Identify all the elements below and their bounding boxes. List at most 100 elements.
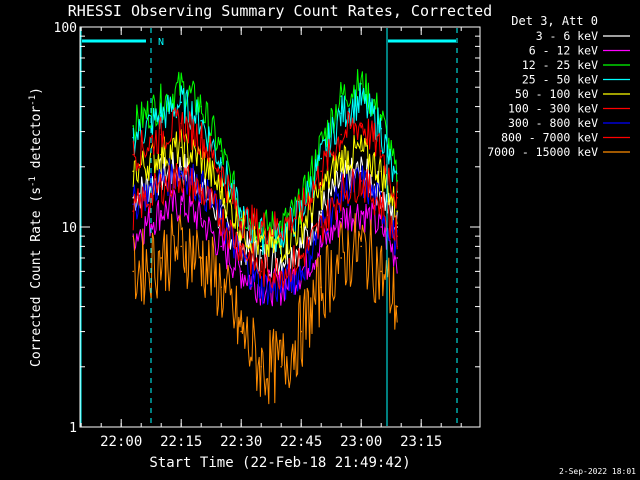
series-point [260,245,263,248]
series-point [300,257,303,259]
x-tick-label: 22:30 [220,434,262,450]
series-point [280,226,283,228]
y-tick-label: 10 [61,221,77,236]
x-axis-ticks: 22:00 22:15 22:30 22:45 23:00 23:15 [80,27,462,450]
series-point [320,190,323,193]
series-point [320,226,323,228]
series-point [396,257,399,259]
night-flag-layer: N [80,28,458,426]
series-point [260,365,263,368]
series-line [132,163,398,290]
series-point [200,105,202,108]
series-point [160,133,162,136]
series-point [200,157,202,160]
y-axis-label: Corrected Count Rate (s-1 detector-1) [28,87,44,367]
series-point [160,257,162,259]
x-axis-label: Start Time (22-Feb-18 21:49:42) [149,455,410,471]
series-point [200,217,202,220]
series-point [200,190,202,193]
series-point [280,245,283,248]
legend-label: 50 - 100 keV [515,87,598,101]
series-point [300,210,303,212]
y-tick-label: 100 [54,21,77,36]
series-point [280,286,283,289]
y-axis-label-end: ) [29,87,44,95]
series-point [320,245,323,248]
series-100to300keV-keV [132,106,399,245]
x-tick-label: 22:00 [100,434,142,450]
series-point [240,217,242,220]
series-line [132,188,398,307]
series-point [220,190,222,193]
series-point [220,150,222,152]
series-7000to15000keV-keV [132,213,399,405]
series-point [320,157,323,160]
series-point [180,122,182,125]
series-point [340,157,343,160]
series-point [132,170,134,173]
legend-label: 100 - 300 keV [508,102,598,116]
series-point [320,286,323,289]
series-point [396,180,399,182]
x-tick-label: 22:45 [280,434,322,450]
series-point [340,133,343,136]
series-point [300,330,303,333]
series-point [260,286,263,289]
legend-title: Det 3, Att 0 [511,14,598,28]
series-point [340,257,343,259]
series-point [396,305,399,308]
series-point [380,127,383,130]
series-point [360,122,363,125]
series-point [300,245,303,248]
series-point [300,270,303,273]
y-axis-label-mid: detector [29,106,44,177]
series-point [380,170,383,173]
series-point [180,203,182,206]
y-tick-label: 1 [69,421,77,436]
series-point [132,125,134,127]
series-point [132,210,134,212]
legend-label: 7000 - 15000 keV [487,145,598,159]
series-point [380,270,383,273]
series-layer [132,69,399,405]
series-point [380,203,383,206]
series-point [220,245,222,248]
series-point [240,245,242,248]
series-point [240,270,242,273]
x-tick-label: 23:15 [400,434,442,450]
series-point [132,136,134,139]
series-point [180,165,182,168]
series-point [260,257,263,259]
series-point [280,365,283,368]
series-point [380,114,383,117]
series-point [180,170,182,173]
series-point [132,270,134,273]
series-line [132,106,398,245]
series-point [360,99,363,102]
series-point [360,210,363,212]
series-point [180,146,182,149]
series-point [220,286,222,289]
series-point [260,226,263,228]
legend-label: 12 - 25 keV [522,58,598,72]
y-axis-label-sup-2: -1 [28,95,38,106]
series-point [300,226,303,228]
series-point [320,170,323,173]
y-axis-ticks: 1 10 100 [54,21,480,436]
y-axis-label-sup-1: -1 [28,176,38,187]
series-point [280,270,283,273]
series-point [200,136,202,139]
series-point [180,175,182,177]
series-point [132,196,134,199]
legend-label: 25 - 50 keV [522,73,598,87]
series-point [340,112,343,115]
series-point [320,210,323,212]
series-point [396,235,399,237]
series-point [260,270,263,273]
series-point [380,190,383,193]
series-point [180,245,182,248]
series-point [132,153,134,156]
series-point [340,190,343,193]
